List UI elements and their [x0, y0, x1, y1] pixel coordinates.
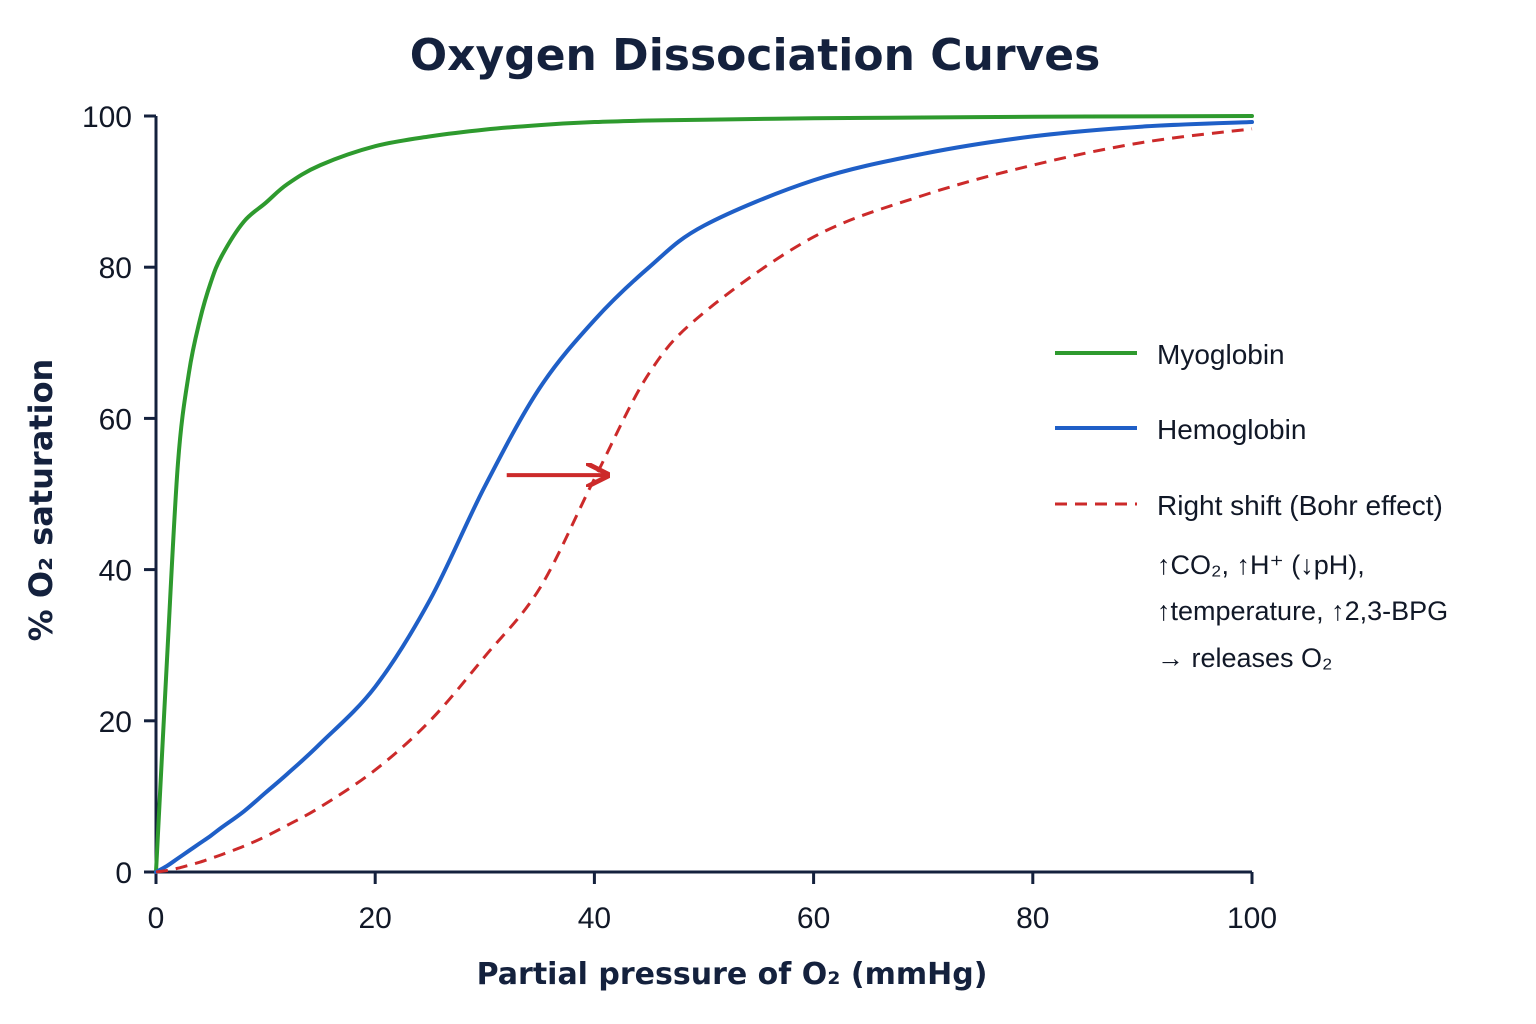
series-line-myoglobin — [154, 114, 1254, 874]
note-line-1: ↑CO₂, ↑H⁺ (↓pH), — [1157, 550, 1365, 580]
legend-label-myoglobin: Myoglobin — [1157, 339, 1285, 370]
y-tick-label: 80 — [99, 252, 132, 285]
y-tick-label: 40 — [99, 555, 132, 588]
x-tick-label: 40 — [578, 902, 611, 935]
series-line-hemoglobin — [154, 120, 1254, 874]
x-ticks: 0 20 40 60 80 100 — [148, 872, 1277, 935]
y-ticks: 0 20 40 60 80 100 — [82, 101, 156, 890]
y-tick-label: 0 — [115, 857, 132, 890]
x-tick-label: 0 — [148, 902, 165, 935]
x-axis-label: Partial pressure of O₂ (mmHg) — [477, 957, 988, 992]
x-axis: 0 20 40 60 80 100 — [148, 870, 1277, 935]
y-tick-label: 60 — [99, 403, 132, 436]
x-tick-label: 20 — [359, 902, 392, 935]
note-line-3: → releases O₂ — [1157, 643, 1333, 673]
legend: Myoglobin Hemoglobin Right shift (Bohr e… — [1055, 339, 1443, 521]
bohr-note: ↑CO₂, ↑H⁺ (↓pH), ↑temperature, ↑2,3-BPG … — [1157, 550, 1448, 673]
series-line-right-shift-bohr-effect — [155, 127, 1253, 874]
y-axis: 0 20 40 60 80 100 — [82, 101, 158, 890]
x-tick-label: 100 — [1227, 902, 1277, 935]
y-tick-label: 20 — [99, 706, 132, 739]
chart-title: Oxygen Dissociation Curves — [410, 30, 1101, 81]
series-lines — [154, 114, 1254, 874]
y-tick-label: 100 — [82, 101, 132, 134]
legend-label-hemoglobin: Hemoglobin — [1157, 414, 1306, 445]
x-tick-label: 60 — [797, 902, 830, 935]
legend-label-right-shift: Right shift (Bohr effect) — [1157, 490, 1443, 521]
y-axis-label: % O₂ saturation — [22, 359, 60, 642]
note-line-2: ↑temperature, ↑2,3-BPG — [1157, 596, 1448, 626]
x-tick-label: 80 — [1016, 902, 1049, 935]
